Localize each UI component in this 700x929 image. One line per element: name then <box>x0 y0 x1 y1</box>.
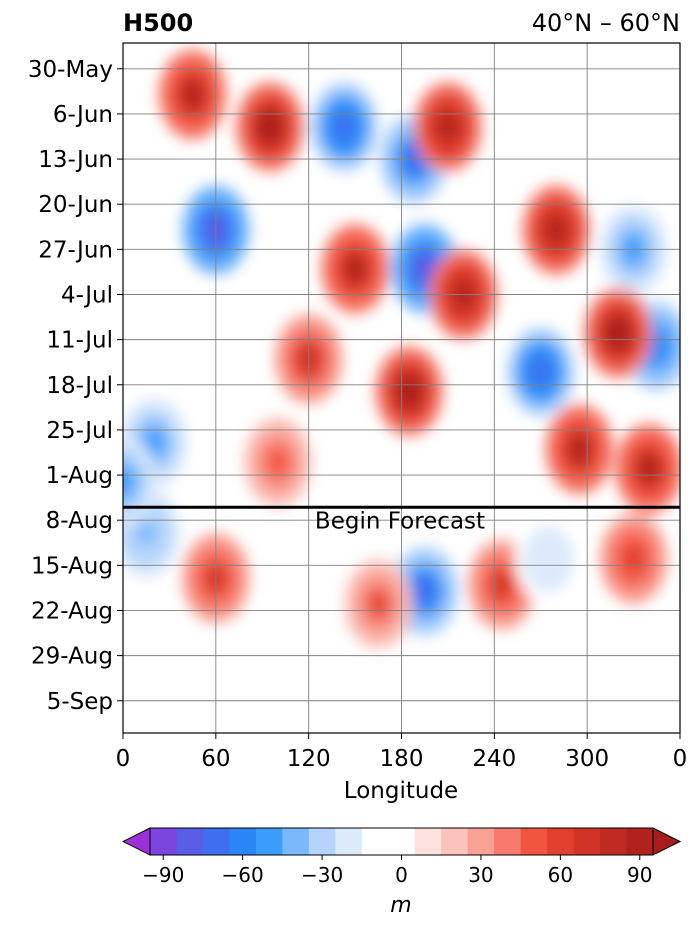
colorbar-label: m <box>390 893 411 918</box>
chart-title: H500 <box>123 9 193 37</box>
colorbar-segment <box>600 828 628 855</box>
colorbar-tick-label: 90 <box>627 863 652 887</box>
colorbar-tick-label: −30 <box>301 863 343 887</box>
y-tick-label: 25-Jul <box>46 418 113 444</box>
colorbar-tick-label: 30 <box>468 863 493 887</box>
anomaly-blob <box>538 546 559 572</box>
colorbar-segment <box>308 828 336 855</box>
y-tick-label: 4-Jul <box>61 282 113 308</box>
anomaly-blob <box>531 359 551 385</box>
colorbar-segment <box>388 828 416 855</box>
colorbar-tick-label: 60 <box>548 863 573 887</box>
plot-area <box>123 43 680 733</box>
anomaly-blob <box>334 114 354 140</box>
begin-forecast-label: Begin Forecast <box>315 508 485 534</box>
y-axis-ticks: 30-May 6-Jun 13-Jun 20-Jun 27-Jun 4-Jul 11-Jul… <box>28 57 123 715</box>
colorbar-segment <box>229 828 257 855</box>
x-tick-label: 240 <box>472 746 516 772</box>
colorbar-tick-label: 0 <box>395 863 408 887</box>
anomaly-blob <box>268 449 288 475</box>
colorbar-segment <box>282 828 310 855</box>
y-tick-label: 30-May <box>28 57 113 83</box>
anomaly-blob <box>492 572 512 598</box>
colorbar-extend-high <box>652 827 682 856</box>
y-tick-label: 18-Jul <box>46 373 113 399</box>
colorbar-segment <box>547 828 575 855</box>
x-axis-ticks: 0 60 120 180 240 300 0 <box>116 733 688 772</box>
colorbar-segment <box>255 828 283 855</box>
anomaly-blob <box>569 436 589 462</box>
anomaly-blob <box>345 256 365 282</box>
anomaly-blob <box>368 591 388 617</box>
y-tick-label: 11-Jul <box>46 328 113 354</box>
colorbar-extend-low <box>121 827 151 856</box>
x-tick-label: 120 <box>287 746 331 772</box>
y-tick-label: 15-Aug <box>31 553 113 579</box>
x-tick-label: 0 <box>116 746 131 772</box>
anomaly-blob <box>260 114 280 140</box>
grid-lines <box>123 43 680 733</box>
y-tick-label: 27-Jun <box>38 237 113 263</box>
colorbar: −90 −60 −30 0 30 60 90 <box>121 827 682 887</box>
y-tick-label: 20-Jun <box>38 192 113 218</box>
colorbar-segment <box>441 828 469 855</box>
anomaly-blob <box>415 578 435 604</box>
y-tick-label: 1-Aug <box>46 463 113 489</box>
anomaly-blob <box>136 520 156 546</box>
y-tick-label: 22-Aug <box>31 598 113 624</box>
x-axis-label: Longitude <box>344 778 458 804</box>
anomaly-blob <box>144 430 164 456</box>
y-tick-label: 5-Sep <box>47 689 113 715</box>
colorbar-segment <box>520 828 548 855</box>
y-tick-label: 6-Jun <box>53 102 113 128</box>
colorbar-segment <box>494 828 522 855</box>
anomaly-blob <box>183 81 203 108</box>
x-tick-label: 0 <box>673 746 688 772</box>
colorbar-segment <box>361 828 389 855</box>
anomaly-blob <box>608 320 628 346</box>
colorbar-tick-label: −90 <box>142 863 184 887</box>
colorbar-segment <box>335 828 363 855</box>
colorbar-tick-label: −60 <box>222 863 264 887</box>
colorbar-segment <box>202 828 230 855</box>
y-tick-label: 13-Jun <box>38 147 113 173</box>
anomaly-blob <box>639 455 659 482</box>
anomaly-blob <box>399 378 419 404</box>
colorbar-segment <box>573 828 601 855</box>
y-tick-label: 29-Aug <box>31 644 113 670</box>
anomaly-blob <box>624 546 644 572</box>
colorbar-segment <box>176 828 204 855</box>
x-tick-label: 60 <box>201 746 230 772</box>
y-tick-label: 8-Aug <box>46 508 113 534</box>
colorbar-segment <box>626 828 654 855</box>
chart-subtitle: 40°N – 60°N <box>532 9 680 37</box>
colorbar-segment <box>414 828 442 855</box>
anomaly-blob <box>546 217 566 243</box>
colorbar-segment <box>150 828 177 855</box>
x-tick-label: 300 <box>565 746 609 772</box>
colorbar-segment <box>467 828 495 855</box>
anomaly-blob <box>415 256 435 282</box>
x-tick-label: 180 <box>380 746 424 772</box>
anomaly-blob <box>438 114 458 140</box>
